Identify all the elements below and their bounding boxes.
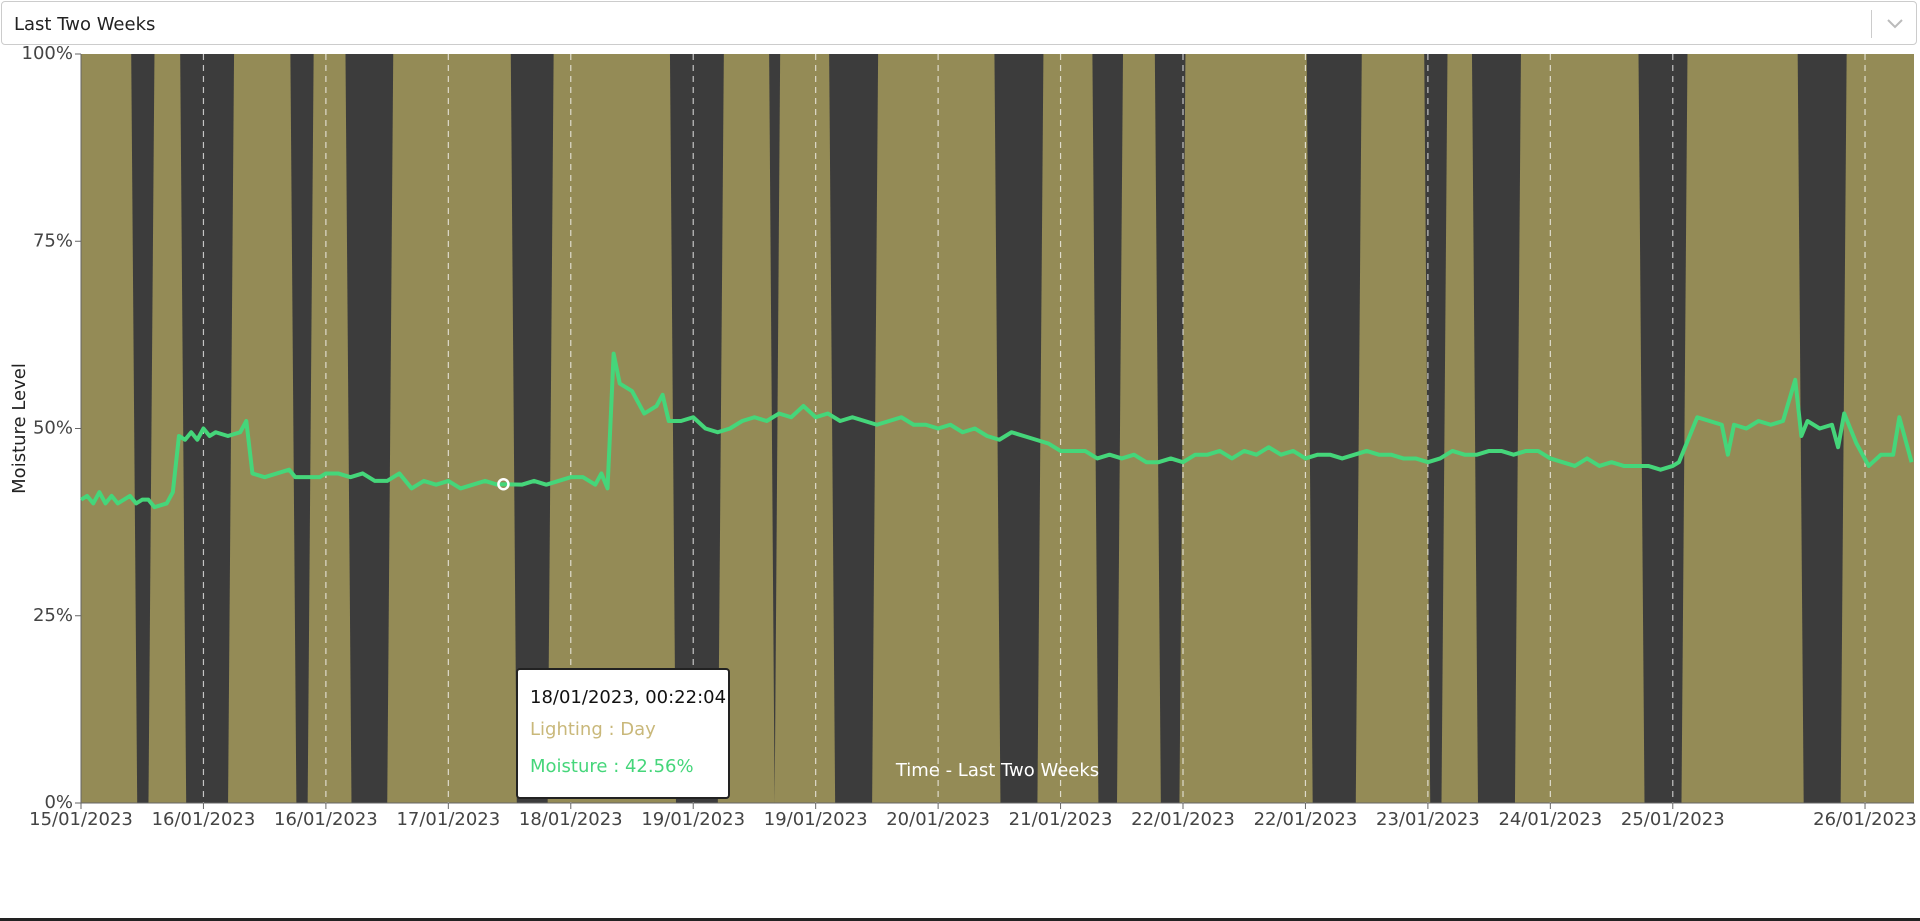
x-tick-label: 18/01/2023: [519, 809, 623, 830]
x-axis-label: Time - Last Two Weeks: [895, 760, 1099, 781]
night-band: [1424, 54, 1448, 803]
night-band: [290, 54, 314, 803]
tooltip-box: [516, 668, 730, 799]
x-tick-label: 19/01/2023: [641, 809, 745, 830]
window-edge: [0, 918, 1920, 921]
night-band: [829, 54, 879, 803]
chart: 15/01/2023 16/01/2023 16/01/2023 17/01/2023…: [9, 43, 1917, 830]
tooltip-time: 18/01/2023, 00:22:04: [530, 687, 726, 708]
x-tick-label: 19/01/2023: [764, 809, 868, 830]
dropdown-chevron[interactable]: [1886, 16, 1904, 30]
night-band: [1092, 54, 1124, 803]
hover-point: [497, 477, 510, 491]
night-band: [1154, 54, 1186, 803]
night-band: [1471, 54, 1521, 803]
x-tick-label: 15/01/2023: [29, 809, 133, 830]
x-tick-label: 16/01/2023: [152, 809, 256, 830]
dropdown-separator: [1871, 10, 1872, 38]
x-tick-label: 26/01/2023: [1813, 809, 1917, 830]
night-band: [1638, 54, 1688, 803]
x-tick-label: 25/01/2023: [1621, 809, 1725, 830]
x-tick-label: 24/01/2023: [1498, 809, 1602, 830]
x-tick-label: 23/01/2023: [1376, 809, 1480, 830]
x-tick-label: 17/01/2023: [396, 809, 500, 830]
tooltip-moisture: Moisture : 42.56%: [530, 756, 694, 777]
night-band: [180, 54, 235, 803]
night-band: [769, 54, 781, 803]
x-tick-label: 22/01/2023: [1131, 809, 1235, 830]
tooltip: 18/01/2023, 00:22:04 Lighting : Day Moistu…: [516, 668, 730, 799]
y-axis-label: Moisture Level: [9, 363, 30, 494]
y-tick-label: 75%: [33, 230, 73, 251]
range-dropdown[interactable]: Last Two Weeks: [1, 1, 1917, 45]
x-tick-label: 16/01/2023: [274, 809, 378, 830]
x-tick-label: 22/01/2023: [1254, 809, 1358, 830]
y-tick-label: 100%: [22, 43, 73, 64]
y-tick-label: 0%: [44, 792, 73, 813]
tooltip-lighting: Lighting : Day: [530, 719, 656, 740]
x-tick-label: 20/01/2023: [886, 809, 990, 830]
night-band: [510, 54, 554, 803]
moisture-line: [79, 351, 1914, 510]
night-band: [669, 54, 724, 803]
night-band: [994, 54, 1044, 803]
x-tick-label: 21/01/2023: [1009, 809, 1113, 830]
dropdown-value: Last Two Weeks: [14, 14, 156, 35]
night-band: [1306, 54, 1362, 803]
y-tick-label: 50%: [33, 418, 73, 439]
night-band: [345, 54, 394, 803]
y-tick-label: 25%: [33, 605, 73, 626]
night-band: [131, 54, 155, 803]
